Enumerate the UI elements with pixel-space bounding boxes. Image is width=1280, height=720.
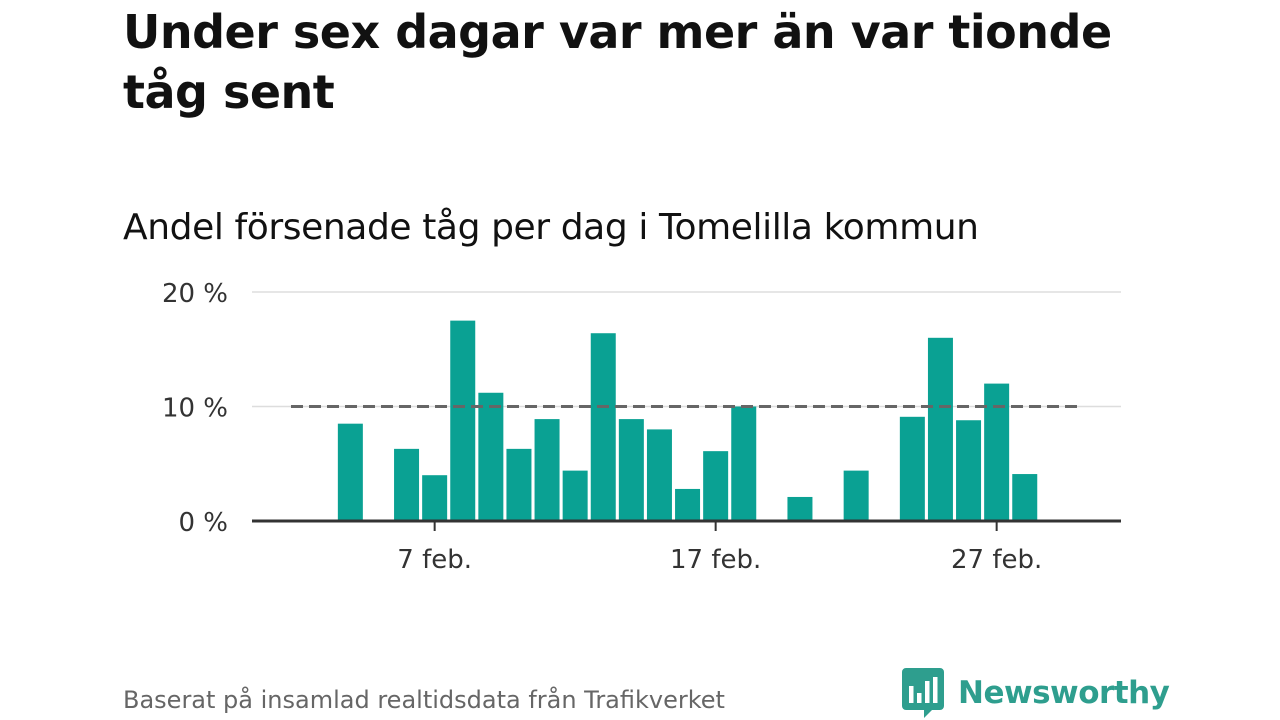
bar-day-12 bbox=[562, 470, 588, 521]
x-axis bbox=[252, 519, 1121, 531]
bar-day-17 bbox=[703, 451, 729, 521]
bar-day-14 bbox=[618, 419, 644, 521]
bar-day-20 bbox=[787, 496, 813, 521]
brand[interactable]: Newsworthy bbox=[902, 668, 1170, 718]
bar-day-27 bbox=[984, 383, 1010, 521]
chart-title: Under sex dagar var mer än var tionde tå… bbox=[123, 5, 1112, 119]
y-tick-label: 20 % bbox=[162, 279, 228, 309]
y-tick-label: 0 % bbox=[178, 508, 228, 538]
brand-name: Newsworthy bbox=[958, 675, 1170, 711]
bar-day-26 bbox=[956, 420, 982, 521]
bar-day-15 bbox=[646, 429, 672, 521]
bar-day-4 bbox=[337, 423, 363, 521]
x-tick-label: 27 feb. bbox=[951, 545, 1042, 575]
bar-day-7 bbox=[422, 475, 448, 521]
y-tick-label: 10 % bbox=[162, 394, 228, 424]
chart-subtitle: Andel försenade tåg per dag i Tomelilla … bbox=[123, 207, 979, 248]
bar-day-11 bbox=[534, 419, 560, 521]
bar-day-28 bbox=[1012, 474, 1038, 521]
bar-day-13 bbox=[590, 333, 616, 521]
bars bbox=[337, 320, 1038, 521]
x-tick-label: 17 feb. bbox=[670, 545, 761, 575]
bar-day-22 bbox=[843, 470, 869, 521]
newsworthy-logo-icon bbox=[902, 668, 944, 718]
bar-day-9 bbox=[478, 392, 504, 521]
y-axis-tick-labels: 0 % 10 % 20 % bbox=[162, 279, 228, 538]
bar-day-24 bbox=[899, 416, 925, 521]
bar-day-16 bbox=[675, 488, 701, 521]
bar-day-10 bbox=[506, 448, 532, 521]
bar-day-6 bbox=[394, 448, 420, 521]
source-note: Baserat på insamlad realtidsdata från Tr… bbox=[123, 686, 725, 714]
x-axis-tick-labels: 7 feb. 17 feb. 27 feb. bbox=[397, 545, 1042, 575]
bar-day-8 bbox=[450, 320, 476, 521]
bar-day-18 bbox=[731, 406, 757, 521]
bar-day-25 bbox=[927, 337, 953, 521]
x-tick-label: 7 feb. bbox=[397, 545, 472, 575]
